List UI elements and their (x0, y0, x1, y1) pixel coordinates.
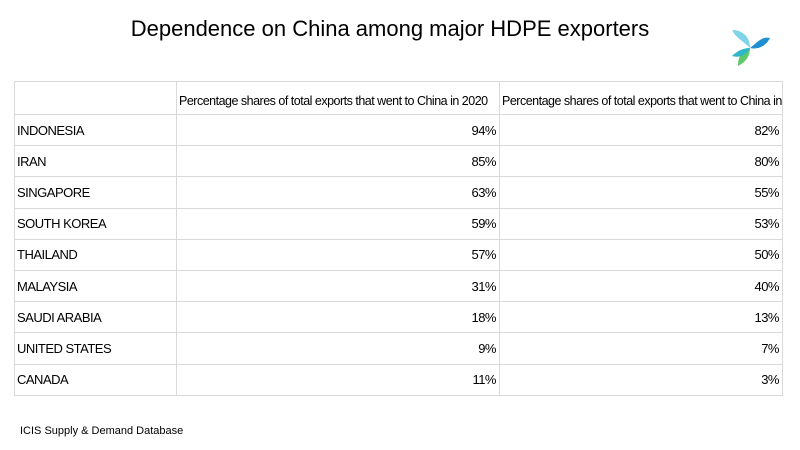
country-cell: IRAN (14, 145, 177, 178)
country-cell: INDONESIA (14, 113, 177, 147)
column-header-2021: Percentage shares of total exports that … (499, 81, 783, 115)
value-2021-cell: 53% (499, 207, 783, 240)
country-cell: SOUTH KOREA (14, 207, 177, 240)
column-header-2020: Percentage shares of total exports that … (176, 81, 500, 115)
source-note: ICIS Supply & Demand Database (20, 425, 184, 437)
icis-logo-icon (732, 30, 770, 66)
value-2020-cell: 85% (176, 145, 500, 178)
value-2020-cell: 9% (176, 332, 500, 365)
table-row: INDONESIA 94% 82% (14, 113, 783, 147)
value-2021-cell: 3% (499, 363, 783, 396)
value-2020-cell: 59% (176, 207, 500, 240)
table-row: UNITED STATES 9% 7% (14, 332, 783, 365)
table-row: CANADA 11% 3% (14, 363, 783, 396)
country-cell: UNITED STATES (14, 332, 177, 365)
table-header-row: Percentage shares of total exports that … (14, 81, 783, 115)
value-2020-cell: 63% (176, 176, 500, 209)
value-2020-cell: 57% (176, 238, 500, 271)
value-2021-cell: 55% (499, 176, 783, 209)
value-2021-cell: 50% (499, 238, 783, 271)
value-2021-cell: 7% (499, 332, 783, 365)
value-2020-cell: 18% (176, 301, 500, 334)
value-2020-cell: 31% (176, 269, 500, 303)
value-2021-cell: 40% (499, 269, 783, 303)
table-row: SINGAPORE 63% 55% (14, 176, 783, 209)
value-2020-cell: 11% (176, 363, 500, 396)
country-cell: CANADA (14, 363, 177, 396)
table-row: MALAYSIA 31% 40% (14, 269, 783, 303)
table-row: SAUDI ARABIA 18% 13% (14, 301, 783, 334)
country-cell: THAILAND (14, 238, 177, 271)
exports-table: Percentage shares of total exports that … (14, 81, 783, 396)
value-2021-cell: 82% (499, 113, 783, 147)
country-cell: SINGAPORE (14, 176, 177, 209)
table-row: IRAN 85% 80% (14, 145, 783, 178)
column-header-country (14, 81, 177, 115)
country-cell: MALAYSIA (14, 269, 177, 303)
table-row: THAILAND 57% 50% (14, 238, 783, 271)
country-cell: SAUDI ARABIA (14, 301, 177, 334)
table-row: SOUTH KOREA 59% 53% (14, 207, 783, 240)
value-2021-cell: 80% (499, 145, 783, 178)
chart-title: Dependence on China among major HDPE exp… (130, 16, 650, 41)
value-2021-cell: 13% (499, 301, 783, 334)
value-2020-cell: 94% (176, 113, 500, 147)
